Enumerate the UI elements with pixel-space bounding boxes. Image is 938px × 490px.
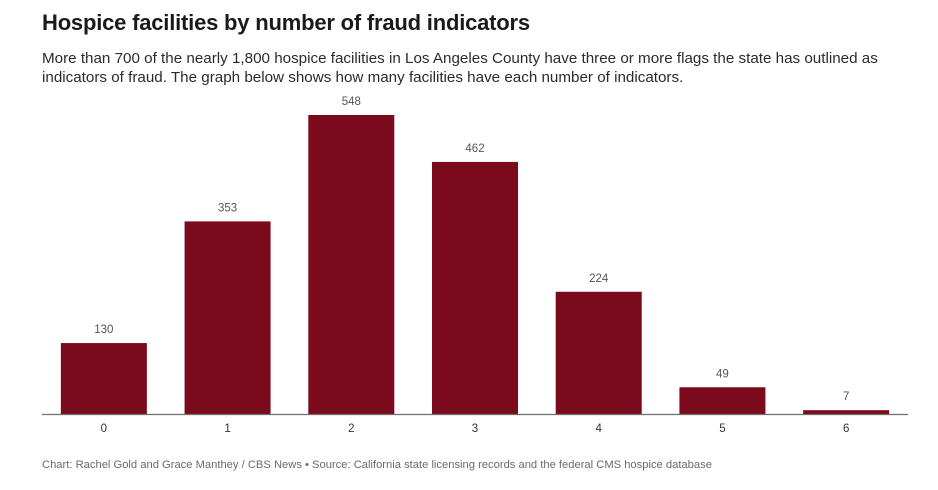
value-label-2: 548 [342, 96, 361, 108]
value-label-4: 224 [589, 273, 609, 285]
chart-credit: Chart: Rachel Gold and Grace Manthey / C… [42, 459, 712, 471]
x-tick-label-6: 6 [843, 423, 849, 435]
bar-2 [308, 115, 395, 414]
bar-1 [184, 221, 271, 414]
x-tick-label-4: 4 [596, 423, 603, 435]
bar-3 [432, 161, 518, 414]
x-tick-label-1: 1 [224, 423, 230, 435]
value-label-3: 462 [465, 143, 484, 155]
bar-0 [60, 343, 147, 414]
value-label-5: 49 [716, 368, 729, 380]
chart-subtitle: More than 700 of the nearly 1,800 hospic… [42, 50, 878, 86]
bar-5 [679, 387, 766, 414]
value-label-0: 130 [94, 324, 113, 336]
x-tick-label-3: 3 [472, 423, 478, 435]
bar-4 [555, 291, 642, 414]
x-tick-label-2: 2 [348, 423, 354, 435]
chart-title: Hospice facilities by number of fraud in… [42, 10, 530, 35]
x-tick-label-5: 5 [719, 423, 725, 435]
value-label-1: 353 [218, 202, 237, 214]
value-label-6: 7 [843, 391, 849, 403]
bar-6 [803, 410, 890, 414]
x-tick-label-0: 0 [101, 423, 107, 435]
